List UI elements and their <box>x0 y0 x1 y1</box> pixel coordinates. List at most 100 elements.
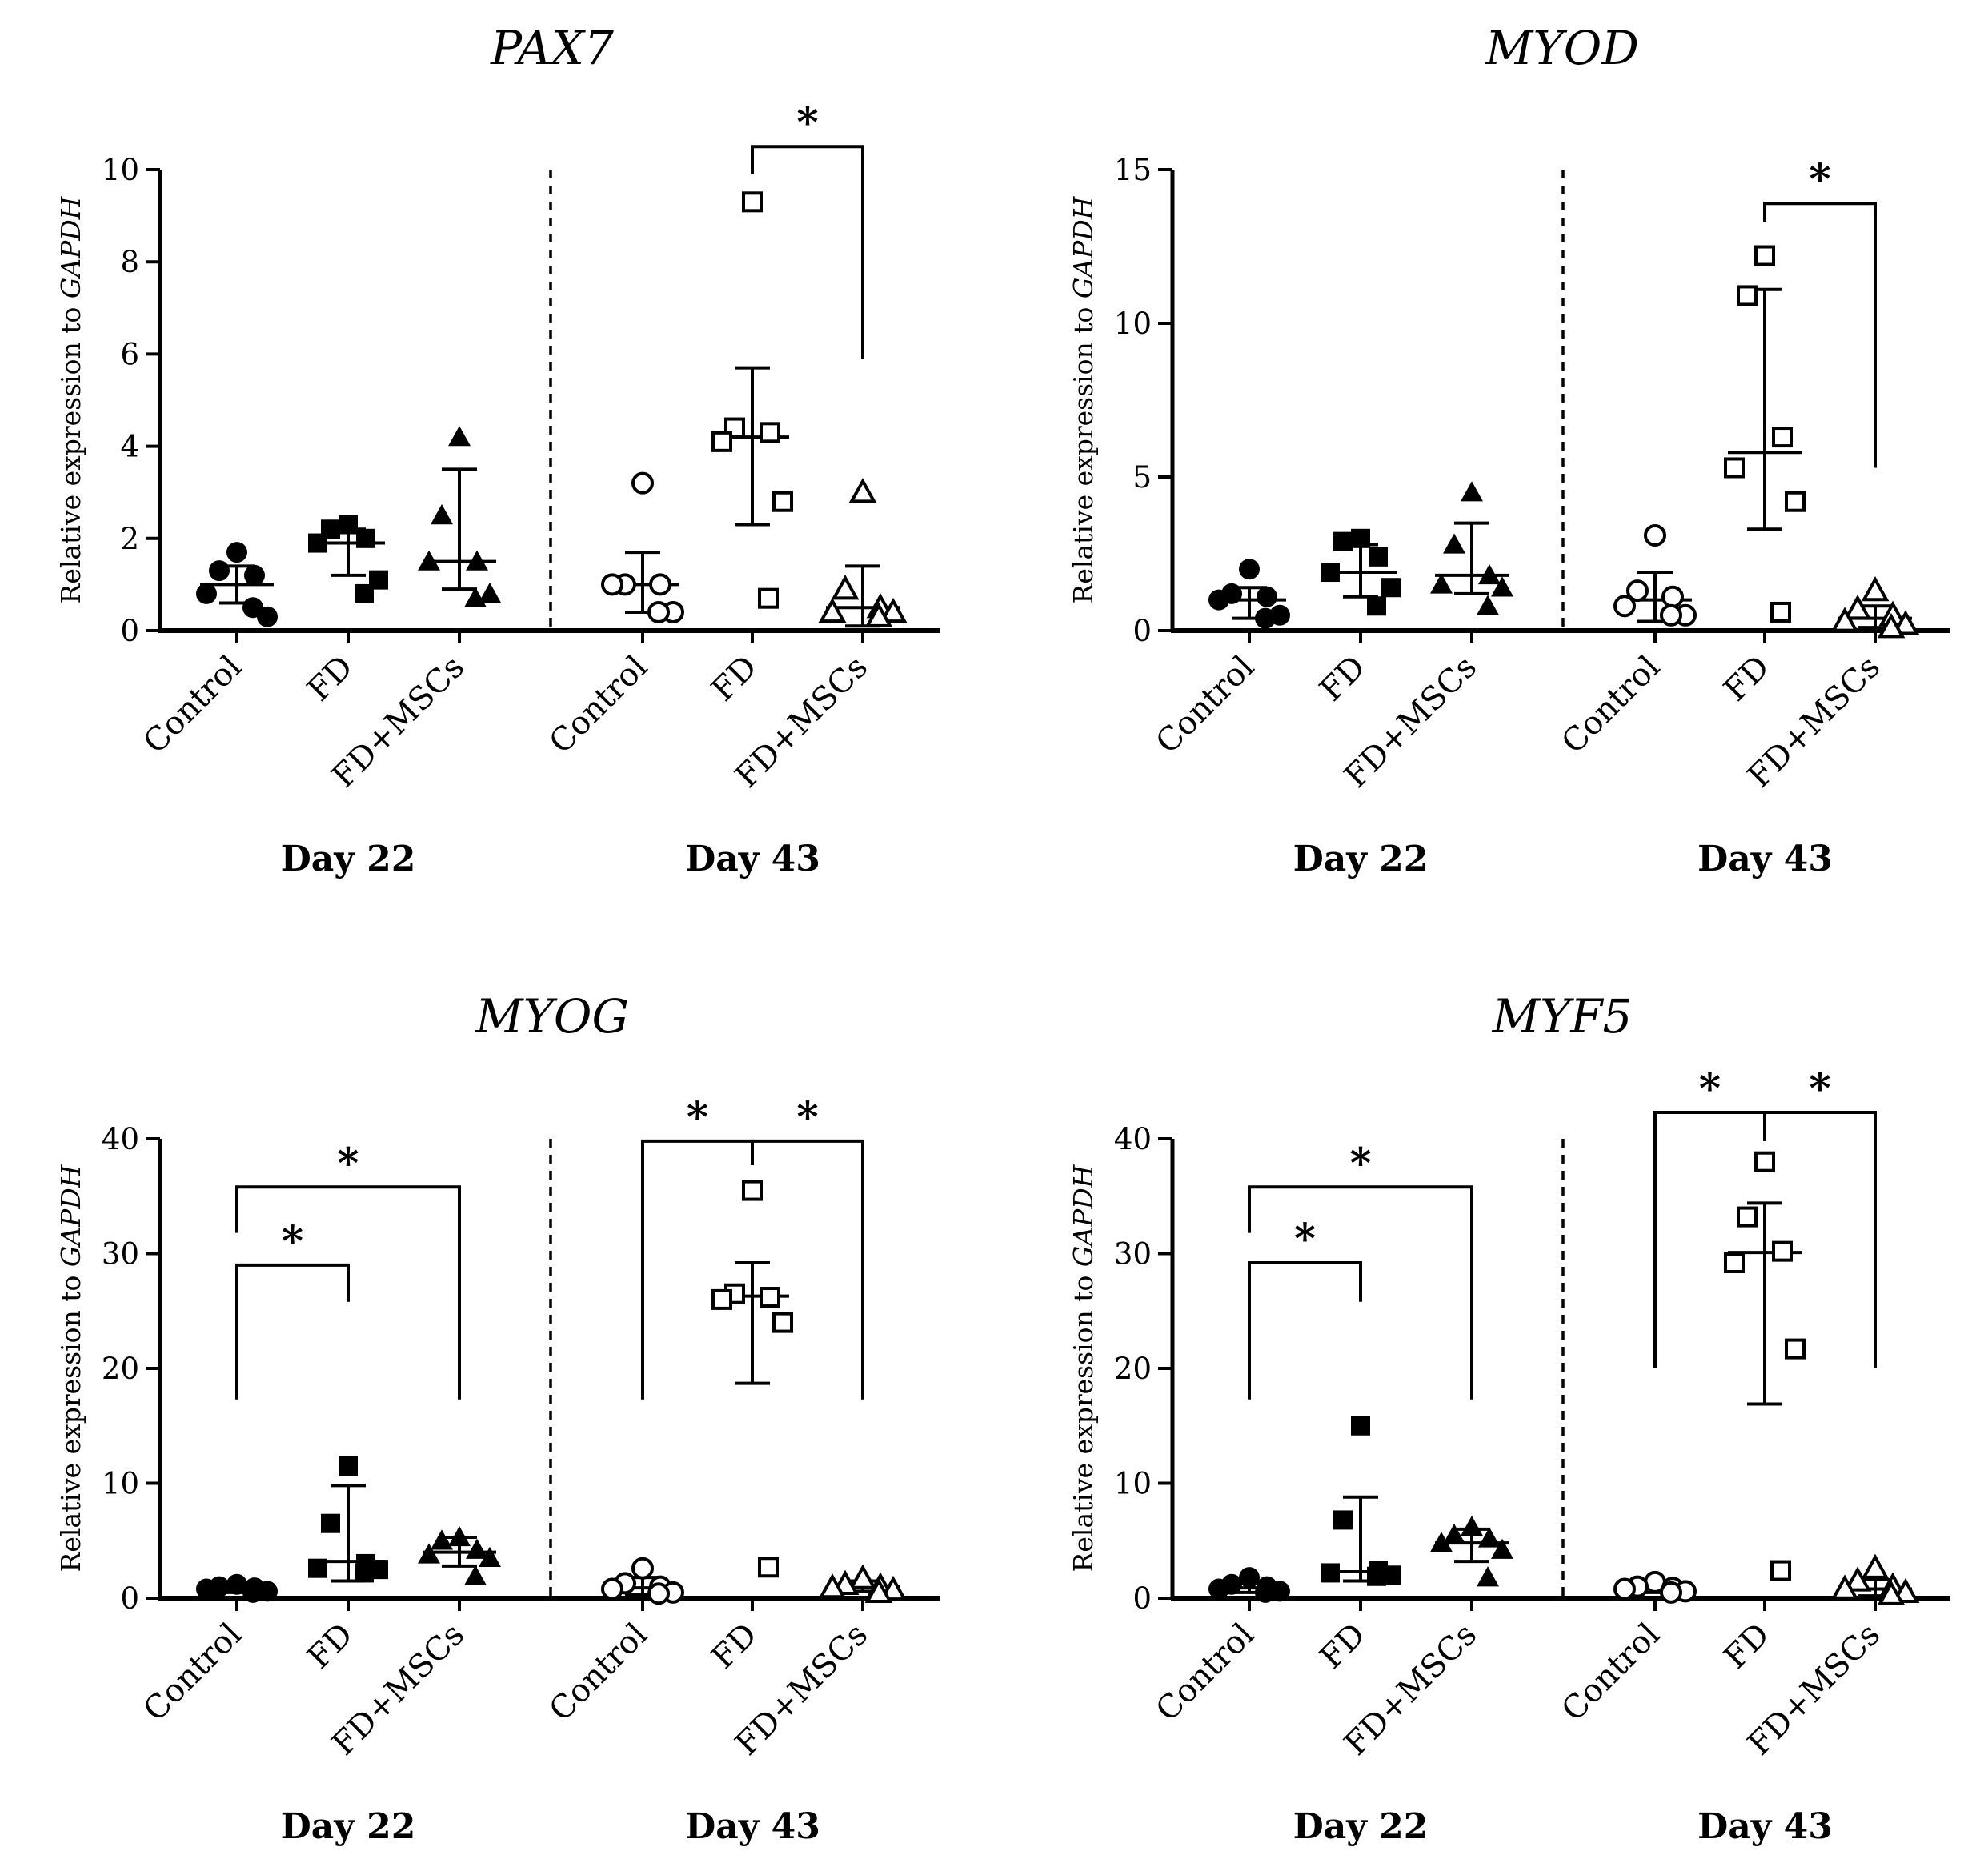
data-point <box>601 573 623 596</box>
data-point <box>1443 533 1465 554</box>
data-point <box>1724 457 1745 479</box>
data-point <box>1754 245 1775 266</box>
y-tick-label: 2 <box>120 522 139 556</box>
data-point <box>1477 1566 1499 1587</box>
group-label: Day 43 <box>685 839 820 879</box>
y-tick-label: 0 <box>120 614 139 648</box>
group-label: Day 22 <box>281 1806 416 1847</box>
data-point <box>431 1529 453 1550</box>
y-axis-label: Relative expression to GAPDH <box>1068 1164 1099 1572</box>
data-point <box>1785 1338 1806 1360</box>
data-point <box>1333 531 1353 551</box>
data-point <box>308 533 327 553</box>
x-tick-label: Control <box>137 1617 249 1729</box>
group-label: Day 22 <box>281 839 416 879</box>
y-axis-label-prefix: Relative expression to <box>55 1267 86 1572</box>
data-point <box>308 1558 327 1578</box>
data-point <box>1239 1567 1260 1589</box>
data-point <box>1724 1252 1745 1273</box>
data-point <box>1861 1553 1890 1579</box>
chart-title: PAX7 <box>490 21 614 75</box>
group-label: Day 43 <box>1697 1806 1833 1847</box>
data-point <box>711 431 732 452</box>
data-point <box>466 550 488 571</box>
significance-bracket <box>1763 1110 1877 1368</box>
data-point <box>339 515 358 535</box>
x-tick-label: FD <box>1313 649 1373 709</box>
data-point <box>1321 563 1340 583</box>
data-point <box>711 1288 732 1310</box>
significance-label: * <box>1349 1139 1371 1188</box>
data-point <box>1478 1527 1501 1548</box>
data-point <box>1491 1538 1513 1559</box>
data-point <box>196 583 217 604</box>
data-point <box>1613 1577 1636 1601</box>
x-tick-label: FD <box>300 649 360 709</box>
y-tick-label: 15 <box>1114 153 1152 187</box>
data-point <box>448 426 471 447</box>
y-tick-label: 40 <box>102 1122 139 1156</box>
data-point <box>196 1578 217 1600</box>
y-tick-label: 10 <box>1114 306 1152 341</box>
data-point <box>742 191 763 213</box>
x-tick-label: FD <box>300 1617 360 1677</box>
data-point <box>1613 595 1636 618</box>
y-tick-label: 0 <box>1132 1581 1152 1616</box>
data-point <box>1891 610 1920 635</box>
significance-bracket <box>1653 1110 1766 1368</box>
data-point <box>772 1312 793 1333</box>
data-point <box>848 478 877 503</box>
group-label: Day 22 <box>1293 1806 1429 1847</box>
significance-label: * <box>1809 155 1830 204</box>
y-axis-label-prefix: Relative expression to <box>1068 298 1099 603</box>
significance-label: * <box>282 1217 303 1266</box>
data-point <box>355 583 374 603</box>
y-axis-label: Relative expression to GAPDH <box>55 195 86 603</box>
data-point <box>742 1180 763 1201</box>
y-tick-label: 10 <box>102 1467 139 1501</box>
data-point <box>1772 427 1793 448</box>
data-point <box>226 1573 247 1595</box>
x-tick-label: FD <box>704 1617 764 1677</box>
data-point <box>464 1565 487 1585</box>
y-axis-label: Relative expression to GAPDH <box>55 1164 86 1572</box>
data-point <box>1430 573 1453 594</box>
chart-title: MYOG <box>475 989 629 1044</box>
x-tick-label: Control <box>137 649 249 761</box>
x-tick-label: Control <box>543 649 655 761</box>
data-point <box>1491 576 1513 597</box>
significance-label: * <box>1699 1064 1721 1113</box>
data-point <box>758 1557 779 1578</box>
significance-label: * <box>796 1093 818 1142</box>
data-point <box>879 597 908 623</box>
data-point <box>339 1456 358 1476</box>
data-point <box>1478 563 1501 585</box>
data-point <box>1461 481 1483 502</box>
significance-bracket <box>1248 1185 1473 1400</box>
x-tick-label: Control <box>1555 1617 1667 1729</box>
significance-bracket <box>751 145 864 359</box>
data-point <box>631 1557 654 1580</box>
chart-title: MYF5 <box>1492 989 1633 1044</box>
data-point <box>1737 1206 1758 1228</box>
group-label: Day 22 <box>1293 839 1429 879</box>
significance-bracket <box>751 1139 864 1400</box>
x-tick-label: FD <box>1717 1617 1777 1677</box>
y-tick-label: 20 <box>102 1352 139 1386</box>
y-tick-label: 10 <box>1114 1467 1152 1501</box>
data-point <box>1785 491 1806 512</box>
data-point <box>1754 1151 1775 1172</box>
significance-bracket <box>235 1185 461 1400</box>
data-point <box>1660 603 1682 627</box>
y-tick-label: 6 <box>120 337 139 371</box>
data-point <box>244 564 265 586</box>
y-tick-label: 4 <box>120 430 139 464</box>
data-point <box>649 573 671 596</box>
data-point <box>242 1581 263 1603</box>
x-tick-label: Control <box>543 1617 655 1729</box>
y-tick-label: 40 <box>1114 1122 1152 1156</box>
y-tick-label: 0 <box>1132 614 1152 648</box>
y-axis-label-gene: GAPDH <box>1068 195 1099 298</box>
significance-label: * <box>1294 1215 1316 1264</box>
